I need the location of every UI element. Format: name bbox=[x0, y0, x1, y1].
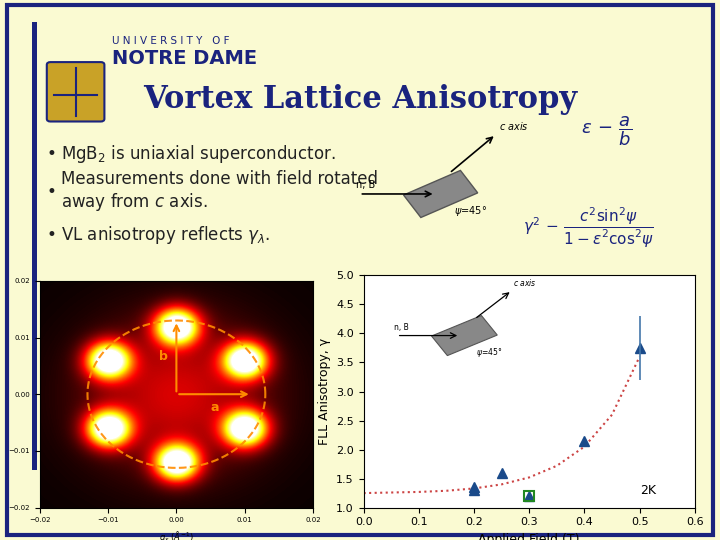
Text: n, B: n, B bbox=[356, 180, 375, 190]
Text: Measurements done with field rotated
away from $c$ axis.: Measurements done with field rotated awa… bbox=[61, 170, 378, 213]
Y-axis label: FLL Anisotropy, γ: FLL Anisotropy, γ bbox=[318, 338, 330, 445]
Text: •: • bbox=[47, 145, 57, 163]
Text: U N I V E R S I T Y   O F: U N I V E R S I T Y O F bbox=[112, 36, 229, 46]
Text: $\psi$=45°: $\psi$=45° bbox=[476, 346, 502, 359]
Text: NOTRE DAME: NOTRE DAME bbox=[112, 49, 257, 68]
X-axis label: Applied Field (T): Applied Field (T) bbox=[479, 533, 580, 540]
Text: VL anisotropy reflects $\gamma_\lambda$.: VL anisotropy reflects $\gamma_\lambda$. bbox=[61, 224, 271, 246]
X-axis label: $q_x$ ($\AA^{-1}$): $q_x$ ($\AA^{-1}$) bbox=[159, 529, 194, 540]
FancyBboxPatch shape bbox=[7, 5, 713, 535]
Text: $c$ axis: $c$ axis bbox=[513, 278, 537, 288]
Text: 2K: 2K bbox=[640, 484, 657, 497]
Text: Vortex Lattice Anisotropy: Vortex Lattice Anisotropy bbox=[143, 84, 577, 116]
Text: b: b bbox=[159, 350, 168, 363]
Text: a: a bbox=[210, 401, 219, 414]
Text: •: • bbox=[47, 183, 57, 201]
Polygon shape bbox=[431, 315, 498, 355]
Text: $c$ axis: $c$ axis bbox=[500, 120, 529, 132]
Bar bbox=[32, 22, 37, 470]
Text: $\gamma^2 \, - \, \dfrac{c^2\sin^2\!\psi}{1 - \varepsilon^2\cos^2\!\psi}$: $\gamma^2 \, - \, \dfrac{c^2\sin^2\!\psi… bbox=[523, 206, 654, 250]
Text: MgB$_2$ is uniaxial superconductor.: MgB$_2$ is uniaxial superconductor. bbox=[61, 143, 336, 165]
Text: $\psi$=45°: $\psi$=45° bbox=[454, 204, 487, 218]
FancyBboxPatch shape bbox=[47, 62, 104, 122]
Text: $\varepsilon \, - \, \dfrac{a}{b}$: $\varepsilon \, - \, \dfrac{a}{b}$ bbox=[581, 114, 632, 147]
Text: n, B: n, B bbox=[394, 323, 408, 333]
Text: •: • bbox=[47, 226, 57, 244]
Y-axis label: $q_y$ ($\AA^{-1}$): $q_y$ ($\AA^{-1}$) bbox=[0, 376, 3, 412]
Polygon shape bbox=[404, 171, 477, 218]
